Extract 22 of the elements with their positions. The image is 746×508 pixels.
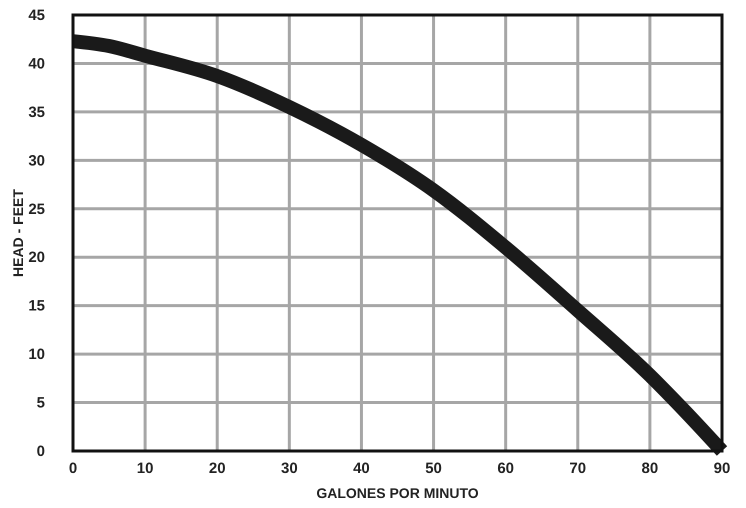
x-tick-label: 60 <box>497 460 514 477</box>
x-tick-label: 30 <box>280 460 298 477</box>
x-tick-label: 40 <box>353 460 370 477</box>
y-tick-label: 35 <box>28 104 45 121</box>
y-tick-label: 45 <box>28 7 45 24</box>
y-tick-label: 0 <box>36 443 45 460</box>
y-axis-title: HEAD - FEET <box>10 188 26 277</box>
y-tick-label: 20 <box>28 249 45 266</box>
x-tick-label: 20 <box>208 460 226 477</box>
x-tick-label: 80 <box>642 460 658 477</box>
x-tick-label: 0 <box>68 460 78 477</box>
y-tick-label: 5 <box>36 394 45 412</box>
x-axis-title: GALONES POR MINUTO <box>316 485 479 501</box>
y-tick-label: 10 <box>28 346 45 364</box>
y-tick-label: 30 <box>28 152 45 170</box>
y-tick-label: 25 <box>28 200 45 218</box>
y-tick-label: 15 <box>28 298 45 315</box>
x-tick-label: 10 <box>136 460 154 477</box>
y-tick-label: 40 <box>28 55 45 72</box>
x-tick-label: 70 <box>569 460 586 477</box>
x-tick-label: 90 <box>714 460 730 477</box>
x-tick-label: 50 <box>425 460 442 477</box>
